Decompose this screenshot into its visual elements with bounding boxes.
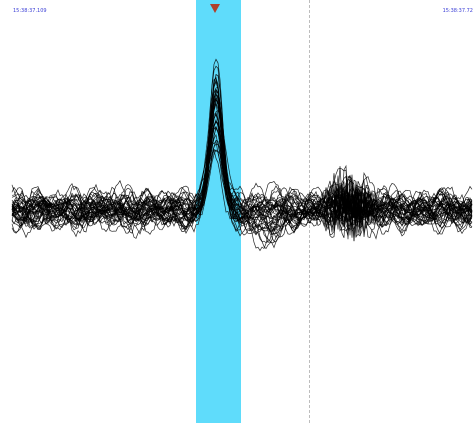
waveform-trace: [11, 140, 473, 242]
waveform-trace: [11, 77, 473, 235]
waveform-trace: [11, 86, 473, 231]
waveform-trace: [11, 97, 473, 225]
triangle-down-icon[interactable]: [210, 4, 220, 13]
end-timestamp: 15:38:37.72: [442, 8, 473, 14]
waveform-trace: [12, 102, 473, 232]
waveform-trace: [11, 76, 473, 236]
start-timestamp: 15:38:37.109: [13, 8, 47, 14]
waveform-trace: [11, 121, 473, 239]
waveform-trace: [11, 139, 473, 224]
waveform-trace: [11, 94, 473, 252]
waveform-trace: [11, 89, 473, 227]
waveform-trace: [11, 98, 473, 237]
waveform-trace: [11, 120, 473, 238]
waveform-trace: [11, 118, 473, 238]
waveform-trace: [11, 94, 473, 250]
